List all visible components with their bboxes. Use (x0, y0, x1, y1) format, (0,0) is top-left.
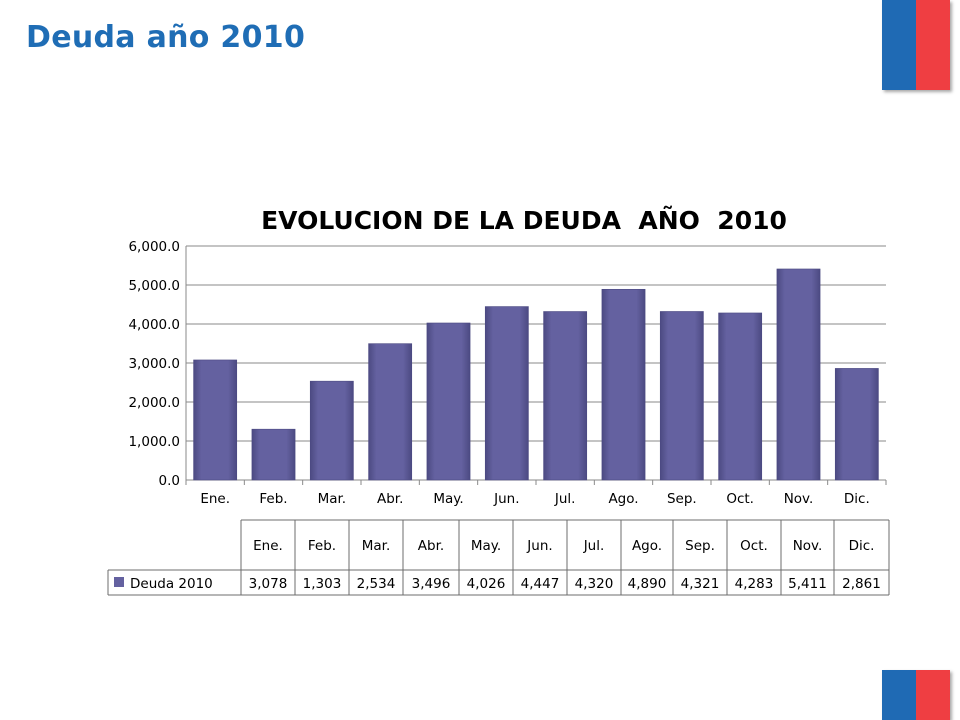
x-tick-label: Jul. (554, 491, 576, 507)
x-tick-label: Oct. (726, 491, 754, 507)
table-value-cell: 4,890 (628, 576, 667, 592)
bar (309, 380, 354, 481)
x-tick-label: May. (433, 491, 463, 507)
table-value-cell: 2,534 (357, 576, 396, 592)
table-header-cell: Nov. (793, 538, 823, 554)
x-tick-label: Sep. (667, 491, 697, 507)
x-tick-label: Jun. (493, 491, 519, 507)
bar (543, 311, 588, 481)
flag-blue-stripe (882, 670, 916, 720)
table-header-cell: Sep. (685, 538, 715, 554)
bar (601, 288, 646, 481)
flag-blue-stripe (882, 0, 916, 90)
x-tick-label: Ago. (608, 491, 638, 507)
y-tick-label: 4,000.0 (128, 317, 180, 333)
bar (776, 268, 821, 481)
table-value-cell: 4,320 (575, 576, 614, 592)
table-value-cell: 3,496 (412, 576, 451, 592)
y-tick-label: 6,000.0 (128, 239, 180, 255)
x-tick-label: Dic. (844, 491, 870, 507)
flag-red-stripe (916, 0, 950, 90)
table-value-cell: 4,283 (735, 576, 774, 592)
y-tick-label: 1,000.0 (128, 434, 180, 450)
bar (659, 311, 704, 481)
slide-title: Deuda año 2010 (26, 20, 306, 55)
y-tick-label: 5,000.0 (128, 278, 180, 294)
chart-title: EVOLUCION DE LA DEUDA AÑO 2010 (261, 206, 787, 235)
table-header-cell: Jul. (583, 538, 605, 554)
x-tick-label: Feb. (259, 491, 287, 507)
y-tick-label: 0.0 (159, 473, 180, 489)
bar (251, 428, 296, 481)
table-header-cell: Oct. (740, 538, 768, 554)
bar (193, 359, 238, 481)
table-header-cell: May. (471, 538, 501, 554)
table-value-cell: 2,861 (842, 576, 881, 592)
data-table: Ene. Feb. Mar. Abr. May. Jun. Jul. Ago. Sep. Oct.… (107, 519, 890, 596)
table-header-cell: Dic. (849, 538, 875, 554)
table-value-cell: 5,411 (788, 576, 827, 592)
y-tick-label: 2,000.0 (128, 395, 180, 411)
table-header-cell: Feb. (308, 538, 336, 554)
bars (193, 268, 879, 481)
table-header-cell: Ene. (253, 538, 283, 554)
x-axis-ticks: Ene. Feb. Mar. Abr. May. Jun. Jul. Ago. Sep. Oct.… (200, 491, 869, 507)
x-tick-label: Ene. (200, 491, 230, 507)
bar (834, 368, 879, 481)
table-header-cell: Jun. (526, 538, 552, 554)
x-tick-label: Abr. (377, 491, 403, 507)
table-value-cell: 4,321 (681, 576, 720, 592)
bar (426, 322, 471, 481)
flag-logo-top (882, 0, 950, 90)
x-tick-label: Nov. (784, 491, 814, 507)
grid-lines (185, 245, 887, 485)
legend-series-name: Deuda 2010 (130, 576, 213, 592)
table-value-cell: 3,078 (249, 576, 288, 592)
table-value-cell: 1,303 (303, 576, 342, 592)
x-tick-label: Mar. (318, 491, 347, 507)
flag-red-stripe (916, 670, 950, 720)
table-header-cell: Mar. (362, 538, 391, 554)
bar (718, 312, 763, 481)
bar (484, 306, 529, 481)
y-tick-label: 3,000.0 (128, 356, 180, 372)
bar (368, 343, 413, 481)
y-axis-ticks: 0.0 1,000.0 2,000.0 3,000.0 4,000.0 5,000.0 6,… (128, 239, 180, 489)
flag-logo-bottom (882, 670, 950, 720)
table-header-cell: Ago. (632, 538, 662, 554)
legend-key (114, 577, 124, 587)
table-value-cell: 4,026 (467, 576, 506, 592)
table-header-cell: Abr. (418, 538, 444, 554)
table-value-cell: 4,447 (521, 576, 560, 592)
